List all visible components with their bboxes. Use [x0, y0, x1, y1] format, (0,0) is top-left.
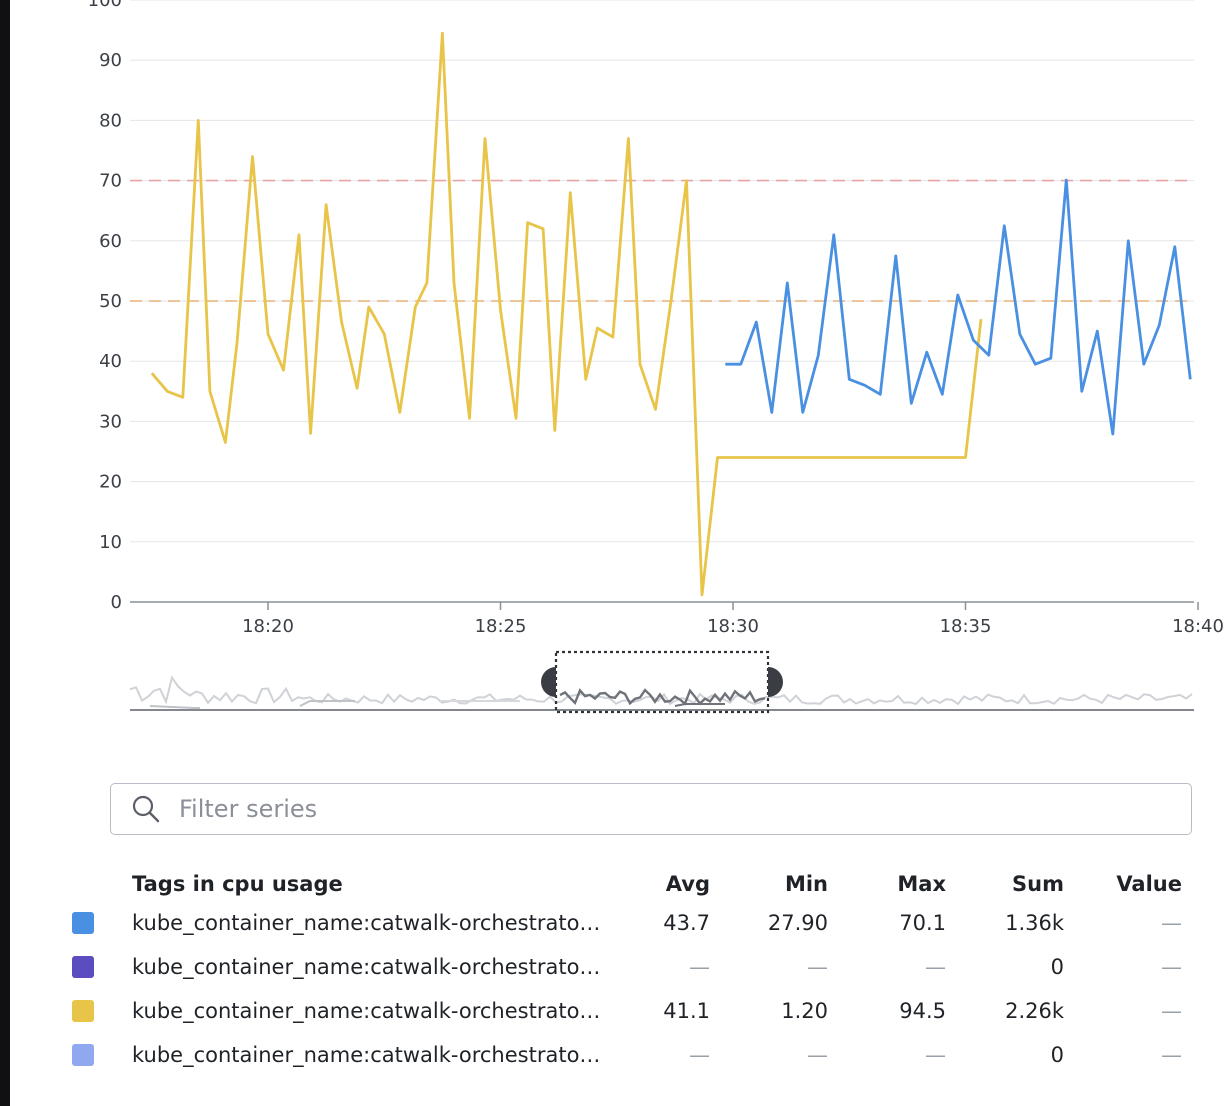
x-tick-label: 18:20 — [242, 616, 294, 637]
y-tick-label: 60 — [99, 231, 122, 252]
series-name: kube_container_name:catwalk-orchestrato… — [132, 911, 601, 935]
series-max: 94.5 — [899, 999, 946, 1023]
legend-row[interactable]: kube_container_name:catwalk-orchestrato…… — [0, 989, 1228, 1033]
chart-grid — [130, 0, 1194, 543]
legend-row[interactable]: kube_container_name:catwalk-orchestrato…… — [0, 901, 1228, 945]
y-tick-label: 0 — [111, 592, 122, 613]
minimap-series — [129, 675, 1193, 706]
minimap-series — [149, 705, 200, 709]
header-sum[interactable]: Sum — [1012, 872, 1064, 896]
series-avg: — — [689, 1043, 710, 1067]
header-avg[interactable]: Avg — [665, 872, 710, 896]
legend-header-row: Tags in cpu usage Avg Min Max Sum Value — [0, 862, 1228, 906]
y-tick-label: 90 — [99, 50, 122, 71]
series-color-swatch[interactable] — [72, 956, 94, 978]
series-avg: 43.7 — [663, 911, 710, 935]
series-name: kube_container_name:catwalk-orchestrato… — [132, 999, 601, 1023]
minimap-selection-window[interactable] — [554, 650, 770, 714]
series-color-swatch[interactable] — [72, 912, 94, 934]
series-sum: 1.36k — [1005, 911, 1064, 935]
series-avg: — — [689, 955, 710, 979]
series-name: kube_container_name:catwalk-orchestrato… — [132, 1043, 601, 1067]
header-max[interactable]: Max — [897, 872, 946, 896]
y-tick-label: 50 — [99, 291, 122, 312]
filter-series-input[interactable] — [177, 794, 1081, 824]
series-min: 1.20 — [781, 999, 828, 1023]
series-sum: 0 — [1050, 1043, 1064, 1067]
minimap-selected-series — [559, 688, 766, 706]
window-edge — [0, 0, 10, 1106]
header-tags[interactable]: Tags in cpu usage — [132, 872, 343, 896]
series-value: — — [1161, 911, 1182, 935]
y-tick-label: 100 — [88, 0, 122, 11]
x-tick-label: 18:35 — [940, 616, 992, 637]
y-tick-label: 10 — [99, 532, 122, 553]
minimap-series — [299, 700, 355, 707]
series-avg: 41.1 — [663, 999, 710, 1023]
series-max: — — [925, 1043, 946, 1067]
chart-series[interactable] — [150, 31, 1192, 597]
x-tick-label: 18:25 — [475, 616, 527, 637]
series-max: — — [925, 955, 946, 979]
series-min: 27.90 — [767, 911, 828, 935]
series-name: kube_container_name:catwalk-orchestrato… — [132, 955, 601, 979]
x-tick-label: 18:40 — [1172, 616, 1224, 637]
header-value[interactable]: Value — [1116, 872, 1182, 896]
header-min[interactable]: Min — [784, 872, 828, 896]
y-tick-label: 20 — [99, 472, 122, 493]
series-sum: 0 — [1050, 955, 1064, 979]
legend-row[interactable]: kube_container_name:catwalk-orchestrato…… — [0, 945, 1228, 989]
timeline-minimap[interactable] — [129, 650, 1194, 714]
threshold-lines — [130, 179, 1194, 302]
x-tick-label: 18:30 — [707, 616, 759, 637]
minimap-left-handle[interactable] — [541, 667, 556, 697]
series-line[interactable] — [150, 31, 983, 597]
filter-series-box[interactable] — [110, 783, 1192, 835]
series-line[interactable] — [725, 178, 1192, 436]
cpu-usage-chart[interactable]: 0 10 20 30 40 50 60 70 80 90 100 18:20 18:25 18:30 18:… — [0, 0, 1228, 730]
y-tick-label: 30 — [99, 411, 122, 432]
legend-row[interactable]: kube_container_name:catwalk-orchestrato…… — [0, 1033, 1228, 1077]
series-max: 70.1 — [899, 911, 946, 935]
series-sum: 2.26k — [1005, 999, 1064, 1023]
chart-axes: 0 10 20 30 40 50 60 70 80 90 100 18:20 18:25 18:30 18:… — [88, 0, 1224, 637]
series-color-swatch[interactable] — [72, 1044, 94, 1066]
minimap-right-handle[interactable] — [768, 667, 783, 697]
series-min: — — [807, 1043, 828, 1067]
series-value: — — [1161, 955, 1182, 979]
series-value: — — [1161, 1043, 1182, 1067]
series-min: — — [807, 955, 828, 979]
y-tick-label: 40 — [99, 351, 122, 372]
search-icon — [132, 795, 160, 823]
y-tick-label: 80 — [99, 110, 122, 131]
y-tick-label: 70 — [99, 171, 122, 192]
series-value: — — [1161, 999, 1182, 1023]
series-color-swatch[interactable] — [72, 1000, 94, 1022]
minimap-selected-series — [674, 703, 725, 707]
